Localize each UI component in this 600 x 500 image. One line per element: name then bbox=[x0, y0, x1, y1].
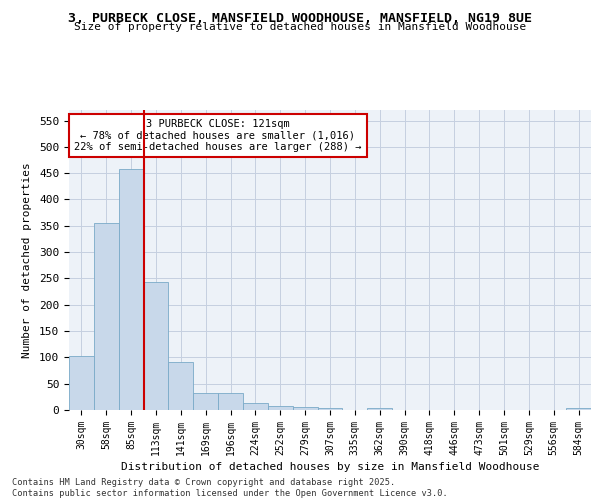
Bar bbox=[218, 393, 243, 410]
Bar bbox=[317, 408, 343, 410]
Bar bbox=[243, 403, 268, 410]
Bar bbox=[193, 393, 218, 410]
Y-axis label: Number of detached properties: Number of detached properties bbox=[22, 162, 32, 358]
Text: Contains HM Land Registry data © Crown copyright and database right 2025.
Contai: Contains HM Land Registry data © Crown c… bbox=[12, 478, 448, 498]
Bar bbox=[119, 170, 143, 410]
Bar bbox=[293, 408, 317, 410]
Bar bbox=[143, 282, 169, 410]
Text: 3, PURBECK CLOSE, MANSFIELD WOODHOUSE, MANSFIELD, NG19 8UE: 3, PURBECK CLOSE, MANSFIELD WOODHOUSE, M… bbox=[68, 12, 532, 26]
Bar bbox=[94, 222, 119, 410]
Text: Size of property relative to detached houses in Mansfield Woodhouse: Size of property relative to detached ho… bbox=[74, 22, 526, 32]
Bar bbox=[169, 362, 193, 410]
Bar bbox=[566, 408, 591, 410]
Bar bbox=[367, 408, 392, 410]
Text: 3 PURBECK CLOSE: 121sqm
← 78% of detached houses are smaller (1,016)
22% of semi: 3 PURBECK CLOSE: 121sqm ← 78% of detache… bbox=[74, 119, 362, 152]
Bar bbox=[69, 356, 94, 410]
X-axis label: Distribution of detached houses by size in Mansfield Woodhouse: Distribution of detached houses by size … bbox=[121, 462, 539, 472]
Bar bbox=[268, 406, 293, 410]
